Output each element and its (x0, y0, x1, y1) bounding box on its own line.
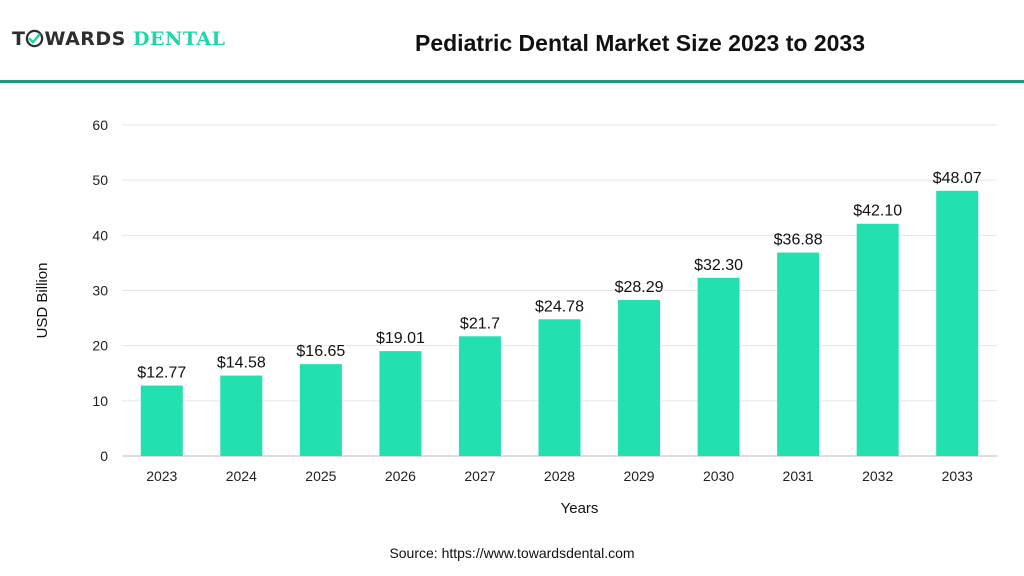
x-tick-label: 2028 (544, 468, 575, 484)
logo-text-wards: WARDS (44, 28, 126, 50)
bar (299, 364, 342, 456)
y-tick-label: 0 (100, 448, 108, 464)
x-tick-label: 2026 (385, 468, 416, 484)
x-tick-label: 2033 (942, 468, 973, 484)
logo: T WARDS DENTAL (12, 28, 226, 50)
bar (538, 319, 581, 456)
data-label: $24.78 (535, 298, 584, 315)
x-tick-label: 2027 (464, 468, 495, 484)
tooth-logo-icon (26, 29, 44, 48)
data-label: $14.58 (217, 355, 266, 372)
x-tick-label: 2032 (862, 468, 893, 484)
x-tick-label: 2031 (783, 468, 814, 484)
y-tick-label: 20 (92, 338, 108, 354)
y-tick-label: 40 (92, 227, 108, 243)
y-axis-title: USD Billion (34, 263, 51, 339)
logo-text-t: T (12, 28, 26, 50)
chart-title: Pediatric Dental Market Size 2023 to 203… (415, 30, 865, 56)
logo-text-dental: DENTAL (133, 28, 226, 50)
data-label: $21.7 (460, 315, 500, 332)
bar (697, 277, 740, 456)
x-tick-label: 2025 (305, 468, 336, 484)
data-label: $32.30 (694, 257, 743, 274)
data-label: $28.29 (615, 279, 664, 296)
x-tick-label: 2024 (226, 468, 257, 484)
data-label: $48.07 (933, 170, 982, 187)
bar (936, 190, 979, 456)
bar-chart: 0102030405060$12.772023$14.582024$16.652… (34, 117, 997, 517)
bar (618, 299, 661, 456)
y-tick-label: 60 (92, 117, 108, 133)
x-tick-label: 2030 (703, 468, 734, 484)
source-note: Source: https://www.towardsdental.com (389, 545, 635, 561)
data-label: $36.88 (774, 232, 823, 249)
data-label: $42.10 (853, 203, 902, 220)
bar (140, 385, 183, 456)
y-tick-label: 10 (92, 393, 108, 409)
bar (379, 351, 422, 456)
y-tick-label: 30 (92, 283, 108, 299)
data-label: $19.01 (376, 330, 425, 347)
x-tick-label: 2023 (146, 468, 177, 484)
bar (220, 375, 263, 456)
bar (777, 252, 820, 456)
data-label: $16.65 (296, 343, 345, 360)
header-divider (0, 80, 1024, 83)
x-tick-label: 2029 (623, 468, 654, 484)
x-axis-title: Years (561, 500, 599, 517)
data-label: $12.77 (137, 365, 186, 382)
bar (458, 336, 501, 456)
y-tick-label: 50 (92, 172, 108, 188)
bar (856, 223, 899, 456)
